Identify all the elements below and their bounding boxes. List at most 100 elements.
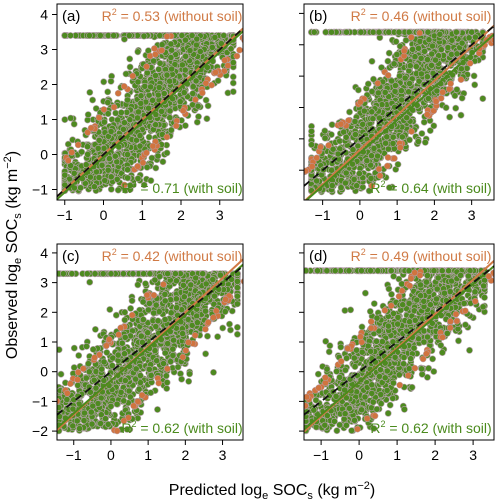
scatter-point [374, 152, 381, 160]
scatter-point [328, 166, 335, 174]
scatter-point [121, 377, 129, 384]
outlier-point [64, 157, 72, 164]
one-to-one-line [57, 265, 243, 416]
scatter-point [167, 358, 174, 365]
x-tick-label: 2 [430, 207, 438, 223]
scatter-point [342, 133, 350, 141]
scatter-point [85, 360, 92, 368]
scatter-point [98, 365, 106, 373]
outlier-point [304, 167, 309, 175]
scatter-point [97, 420, 104, 427]
scatter-point [83, 270, 91, 278]
x-tick-label: −1 [315, 207, 331, 223]
scatter-point [96, 32, 104, 39]
scatter-point [457, 65, 465, 73]
scatter-point [147, 177, 155, 184]
scatter-point [217, 40, 225, 47]
scatter-point [145, 133, 153, 141]
scatter-point [151, 347, 159, 354]
scatter-point [113, 158, 121, 166]
scatter-point [328, 28, 335, 36]
scatter-point [219, 324, 227, 332]
outlier-point [423, 111, 431, 118]
one-to-one-line [304, 25, 494, 187]
scatter-point [364, 80, 372, 88]
scatter-point [424, 56, 431, 63]
outlier-point [120, 83, 128, 90]
scatter-point [84, 143, 91, 150]
scatter-point [342, 179, 349, 187]
scatter-point [233, 277, 241, 285]
scatter-point [85, 368, 93, 376]
scatter-point [77, 184, 84, 192]
scatter-point [233, 292, 241, 300]
scatter-point [176, 98, 184, 105]
scatter-point [143, 163, 151, 171]
outlier-point [74, 141, 82, 149]
outlier-point [250, 275, 256, 281]
scatter-point [76, 425, 83, 432]
scatter-point [121, 308, 129, 316]
scatter-point [391, 88, 399, 95]
scatter-point [369, 28, 377, 36]
outlier-point [242, 275, 243, 278]
scatter-point [405, 88, 412, 96]
outlier-point [212, 69, 219, 76]
outlier-point [308, 163, 316, 170]
outlier-point [384, 162, 391, 170]
scatter-point [189, 90, 197, 97]
scatter-point [167, 40, 175, 48]
scatter-point [378, 64, 385, 71]
x-tick-label: −1 [66, 447, 82, 463]
scatter-point [457, 111, 465, 119]
outlier-point [236, 46, 243, 54]
scatter-point [451, 92, 459, 100]
scatter-point [104, 88, 112, 96]
outlier-point [407, 33, 415, 41]
r2-annotation-without-soil: R2 = 0.42 (without soil) [102, 247, 243, 264]
scatter-point [357, 28, 365, 36]
scatter-point [145, 104, 152, 112]
scatter-point [470, 72, 478, 80]
scatter-points [304, 267, 494, 435]
outlier-point [79, 365, 87, 373]
scatter-point [195, 113, 202, 120]
outlier-point [222, 296, 229, 303]
r2-annotation-without-soil: R2 = 0.46 (without soil) [351, 7, 492, 24]
outlier-point [391, 155, 398, 162]
scatter-point [87, 408, 95, 416]
scatter-point [129, 270, 137, 278]
r2-annotation-with-soil: R2 = 0.64 (with soil) [370, 179, 491, 196]
outlier-point [84, 129, 92, 136]
scatter-point [82, 374, 90, 382]
scatter-point [398, 96, 405, 104]
scatter-point [152, 121, 159, 129]
scatter-point [153, 357, 161, 365]
outlier-point [128, 311, 136, 319]
outlier-point [357, 98, 364, 106]
scatter-point [111, 152, 119, 160]
outlier-point [396, 144, 404, 151]
scatter-point [367, 174, 375, 182]
scatter-point [448, 36, 456, 44]
scatter-points [304, 28, 494, 196]
scatter-point [458, 39, 466, 47]
outlier-point [384, 71, 392, 79]
scatter-point [117, 109, 125, 116]
outlier-point [376, 172, 384, 180]
y-tick-label: −2 [32, 423, 48, 439]
scatter-point [394, 160, 402, 168]
scatter-point [107, 185, 115, 193]
scatter-point [167, 309, 175, 317]
scatter-point [227, 45, 235, 53]
outlier-point [191, 332, 199, 339]
scatter-point [349, 146, 357, 154]
outlier-point [212, 307, 220, 315]
scatter-point [415, 77, 423, 85]
outlier-point [457, 76, 465, 83]
scatter-point [406, 62, 414, 70]
scatter-point [61, 171, 69, 179]
scatter-point [214, 333, 221, 341]
scatter-point [151, 276, 159, 284]
